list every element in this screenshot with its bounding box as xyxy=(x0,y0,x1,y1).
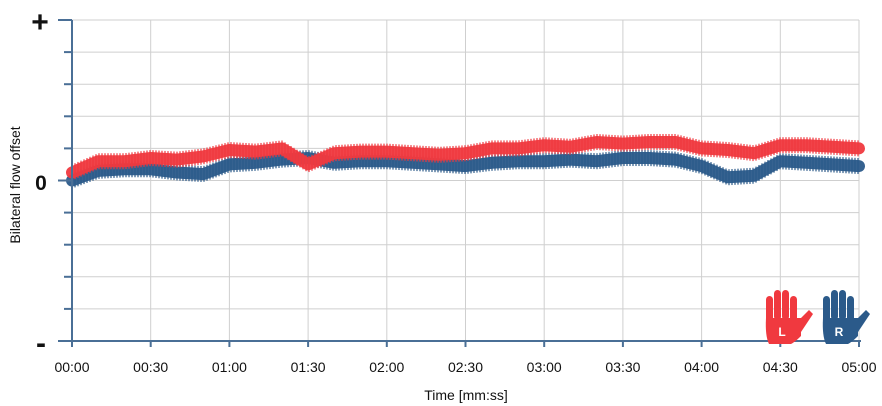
x-tick-label: 01:00 xyxy=(212,359,247,375)
x-tick-label: 05:00 xyxy=(841,359,876,375)
series-L xyxy=(66,133,865,181)
y-tick-label-zero: 0 xyxy=(35,172,47,195)
x-tick-label: 03:00 xyxy=(527,359,562,375)
legend-letter: R xyxy=(835,325,844,339)
x-tick-label: 00:30 xyxy=(133,359,168,375)
x-tick-label: 01:30 xyxy=(291,359,326,375)
x-tick-label: 04:30 xyxy=(763,359,798,375)
x-ticks: 00:00 00:30 01:00 01:30 02:00 02:30 03:00 03:30… xyxy=(54,341,877,375)
x-tick-label: 00:00 xyxy=(54,359,89,375)
legend-letter: L xyxy=(778,325,785,339)
series-hatch xyxy=(71,133,859,181)
series-layer xyxy=(66,133,865,189)
y-tick-label-bottom: - xyxy=(36,327,46,360)
right-hand-icon: R xyxy=(822,290,870,344)
x-tick-label: 03:30 xyxy=(605,359,640,375)
x-tick-label: 04:00 xyxy=(684,359,719,375)
left-hand-icon: L xyxy=(765,290,813,344)
x-tick-label: 02:30 xyxy=(448,359,483,375)
grid xyxy=(72,19,860,341)
x-axis-title: Time [mm:ss] xyxy=(424,387,507,403)
x-tick-label: 02:00 xyxy=(369,359,404,375)
y-axis-title: Bilateral flow offset xyxy=(7,126,23,243)
y-ticks xyxy=(58,19,72,342)
y-tick-label-top: + xyxy=(31,6,49,39)
